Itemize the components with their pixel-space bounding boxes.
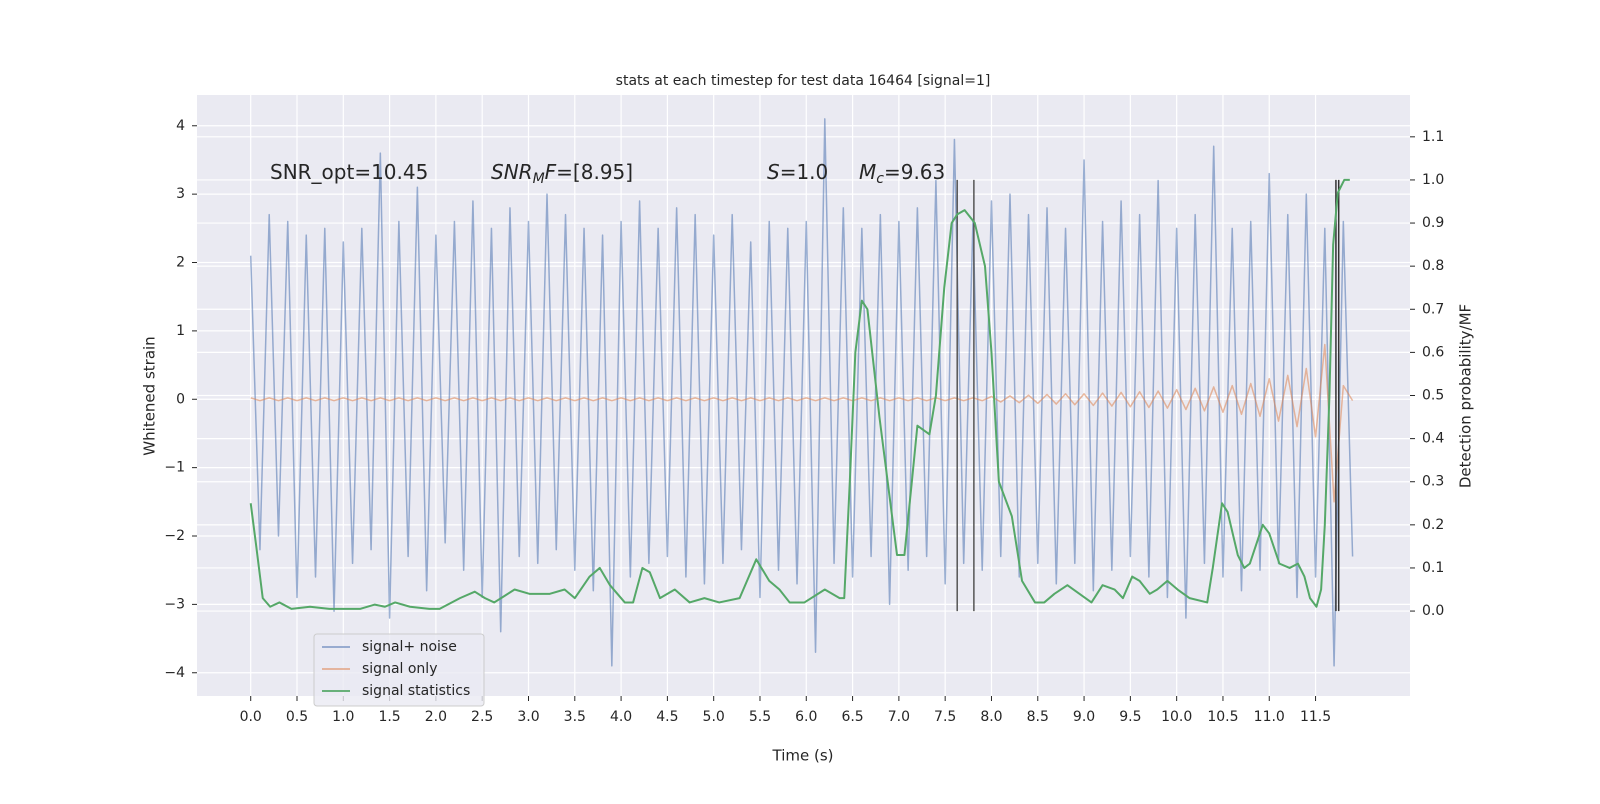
annotation-part: =9.63 — [884, 160, 945, 184]
annotation-part: M — [859, 160, 876, 184]
x-tick-label: 5.5 — [749, 709, 771, 725]
y2-tick-label: 0.4 — [1422, 431, 1444, 447]
annotation: SNR_opt=10.45 — [270, 160, 428, 184]
series-line — [249, 118, 1354, 667]
y-tick-label: 0 — [176, 391, 185, 407]
annotation: Mc=9.63 — [859, 160, 945, 188]
y-tick-label: −2 — [164, 528, 185, 544]
x-tick-label: 4.5 — [656, 709, 678, 725]
y2-tick-label: 0.5 — [1422, 388, 1444, 404]
x-tick-label: 4.0 — [610, 709, 632, 725]
legend: signal+ noise signal only signal statistic… — [313, 633, 485, 707]
y-tick-label: −3 — [164, 596, 185, 612]
y-tick-label: 1 — [176, 323, 185, 339]
annotation-part: SNR_opt=10.45 — [270, 160, 428, 184]
y2-tick-label: 0.1 — [1422, 560, 1444, 576]
y2-tick-label: 0.2 — [1422, 517, 1444, 533]
y-tick-label: −1 — [164, 460, 185, 476]
x-tick-label: 1.0 — [332, 709, 354, 725]
x-tick-label: 11.5 — [1300, 709, 1331, 725]
legend-label: signal+ noise — [362, 639, 457, 655]
x-tick-label: 10.5 — [1207, 709, 1238, 725]
annotation-part: SNR — [491, 160, 533, 184]
y-tick-label: 3 — [176, 186, 185, 202]
x-tick-label: 3.5 — [564, 709, 586, 725]
series-line — [249, 178, 1350, 610]
x-tick-label: 9.0 — [1073, 709, 1095, 725]
x-tick-label: 0.5 — [286, 709, 308, 725]
y-axis-label: Whitened strain — [141, 336, 159, 455]
x-tick-label: 11.0 — [1254, 709, 1285, 725]
y2-tick-label: 0.3 — [1422, 474, 1444, 490]
x-tick-label: 7.5 — [934, 709, 956, 725]
y2-axis-label: Detection probability/MF — [1457, 304, 1475, 488]
annotation-part: c — [876, 171, 884, 187]
annotation-part: F — [545, 160, 557, 184]
y2-tick-label: 0.0 — [1422, 603, 1444, 619]
y2-tick-label: 1.1 — [1422, 129, 1444, 145]
x-tick-label: 3.0 — [517, 709, 539, 725]
x-tick-label: 6.5 — [841, 709, 863, 725]
series-line — [250, 343, 1354, 503]
legend-label: signal statistics — [362, 683, 470, 699]
annotation-part: M — [533, 171, 545, 187]
grid — [197, 95, 1410, 696]
x-tick-label: 8.5 — [1027, 709, 1049, 725]
annotation-part: =[8.95] — [556, 160, 633, 184]
y-tick-label: 4 — [176, 118, 185, 134]
legend-box — [313, 633, 485, 707]
x-tick-label: 2.5 — [471, 709, 493, 725]
y2-tick-label: 1.0 — [1422, 172, 1444, 188]
y2-tick-label: 0.9 — [1422, 215, 1444, 231]
x-tick-label: 8.0 — [980, 709, 1002, 725]
x-axis-label: Time (s) — [772, 747, 834, 765]
y2-tick-label: 0.6 — [1422, 344, 1444, 360]
x-tick-label: 9.5 — [1119, 709, 1141, 725]
y-tick-label: 2 — [176, 255, 185, 271]
y-tick-label: −4 — [164, 665, 185, 681]
x-tick-label: 7.0 — [888, 709, 910, 725]
x-tick-label: 6.0 — [795, 709, 817, 725]
x-tick-label: 1.5 — [378, 709, 400, 725]
y2-tick-label: 0.8 — [1422, 258, 1444, 274]
annotation: S=1.0 — [767, 160, 828, 184]
x-tick-label: 5.0 — [703, 709, 725, 725]
annotation-part: S — [767, 160, 780, 184]
annotation-part: =1.0 — [780, 160, 829, 184]
legend-label: signal only — [362, 661, 437, 677]
y2-tick-label: 0.7 — [1422, 301, 1444, 317]
x-tick-label: 0.0 — [240, 709, 262, 725]
x-tick-label: 2.0 — [425, 709, 447, 725]
chart-title: stats at each timestep for test data 164… — [616, 73, 991, 89]
x-tick-label: 10.0 — [1161, 709, 1192, 725]
annotation: SNRMF=[8.95] — [491, 160, 633, 188]
